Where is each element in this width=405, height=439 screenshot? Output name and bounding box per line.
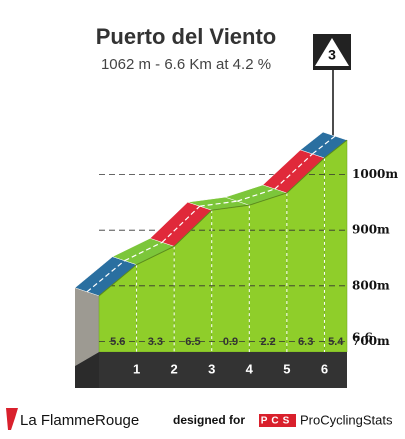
segment-face — [211, 204, 250, 353]
plot: 700m 800m 900m 1000m 5.6 3.3 6.5 0.9 2.2 6.3 5.4 1 2… — [74, 131, 398, 388]
base-band — [99, 352, 347, 388]
y-tick-label: 900m — [352, 223, 390, 237]
base-side — [75, 352, 99, 388]
km-label: 3 — [208, 361, 215, 376]
center-line — [161, 205, 201, 243]
side-face — [75, 287, 99, 366]
pcs-name: ProCyclingStats — [300, 412, 393, 427]
gradient-label: 6.5 — [185, 336, 200, 348]
y-tick-label: 1000m — [352, 167, 398, 181]
km-label: 4 — [246, 361, 254, 376]
gradient-label: 3.3 — [148, 336, 163, 348]
gradient-label: 2.2 — [260, 336, 275, 348]
profile-line — [98, 139, 348, 297]
brand: La FlammeRouge — [20, 412, 139, 429]
gradient-label: 0.9 — [223, 336, 238, 348]
center-line — [86, 260, 125, 293]
gradient-label: 6.3 — [298, 336, 313, 348]
center-line — [199, 200, 238, 207]
title: Puerto del Viento — [96, 24, 277, 49]
designed-for: designed for — [173, 413, 245, 427]
km-label: 6 — [321, 361, 328, 376]
flag-icon — [6, 408, 18, 430]
pcs-logo-bg — [259, 414, 296, 427]
center-line — [274, 153, 313, 190]
center-line — [237, 188, 276, 202]
km-label: 2 — [171, 361, 178, 376]
y-tick-label: 700m — [352, 334, 390, 348]
segment-face — [324, 139, 348, 353]
km-label: 1 — [133, 361, 140, 376]
km-label: 5 — [283, 361, 290, 376]
gradient-label: 5.4 — [328, 336, 344, 348]
subtitle: 1062 m - 6.6 Km at 4.2 % — [101, 56, 271, 73]
badge-triangle — [315, 38, 349, 66]
km-label: 6.6 — [352, 331, 373, 345]
gradient-label: 5.6 — [110, 336, 125, 348]
center-line — [124, 241, 163, 262]
segment-face — [249, 192, 288, 353]
center-line — [312, 135, 336, 155]
y-tick-label: 800m — [352, 278, 390, 292]
category: 3 — [328, 47, 336, 63]
pcs-logo: PCS — [261, 416, 294, 427]
